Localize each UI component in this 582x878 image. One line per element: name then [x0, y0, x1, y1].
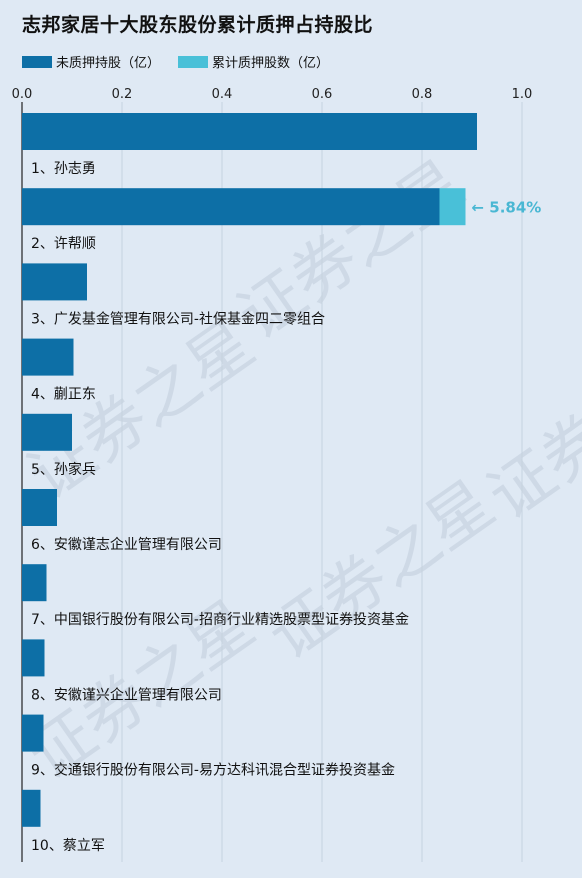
category-label: 3、广发基金管理有限公司-社保基金四二零组合: [31, 310, 325, 327]
chart-title: 志邦家居十大股东股份累计质押占持股比: [22, 14, 374, 36]
bar-unpledged: [22, 789, 41, 827]
category-label: 10、蔡立军: [31, 838, 105, 854]
x-tick-label: 0.0: [12, 87, 33, 102]
category-label: 6、安徽谨志企业管理有限公司: [31, 536, 222, 553]
category-label: 9、交通银行股份有限公司-易方达科讯混合型证券投资基金: [31, 762, 395, 779]
category-label: 4、蒯正东: [31, 387, 96, 403]
bar-unpledged: [22, 188, 440, 226]
legend-swatch-unpledged: [22, 55, 52, 68]
legend-label-unpledged: 未质押持股（亿）: [56, 56, 161, 71]
bar-unpledged: [22, 413, 72, 451]
bar-unpledged: [22, 714, 44, 752]
bar-unpledged: [22, 639, 45, 677]
legend-swatch-pledged: [178, 55, 209, 68]
legend-label-pledged: 累计质押股数（亿）: [212, 56, 330, 71]
x-tick-label: 0.2: [112, 87, 133, 102]
x-tick-label: 0.6: [312, 87, 333, 102]
category-label: 8、安徽谨兴企业管理有限公司: [31, 686, 222, 703]
pledge-ratio-annotation: ← 5.84%: [472, 199, 542, 217]
legend-item-pledged: 累计质押股数（亿）: [178, 52, 329, 71]
category-label: 2、许帮顺: [31, 236, 96, 252]
x-tick-label: 0.8: [412, 87, 433, 102]
bar-unpledged: [22, 263, 87, 301]
bar-unpledged: [22, 564, 47, 602]
category-label: 7、中国银行股份有限公司-招商行业精选股票型证券投资基金: [31, 611, 409, 628]
x-tick-label: 0.4: [212, 87, 233, 102]
bar-unpledged: [22, 338, 74, 376]
chart-legend: 未质押持股（亿） 累计质押股数（亿）: [22, 52, 347, 71]
category-label: 5、孙家兵: [31, 461, 96, 478]
bar-pledged: [439, 188, 466, 226]
bar-unpledged: [22, 489, 57, 526]
category-label: 1、孙志勇: [31, 161, 96, 177]
x-tick-label: 1.0: [512, 87, 533, 102]
bar-unpledged: [22, 113, 477, 150]
legend-item-unpledged: 未质押持股（亿）: [22, 52, 160, 71]
